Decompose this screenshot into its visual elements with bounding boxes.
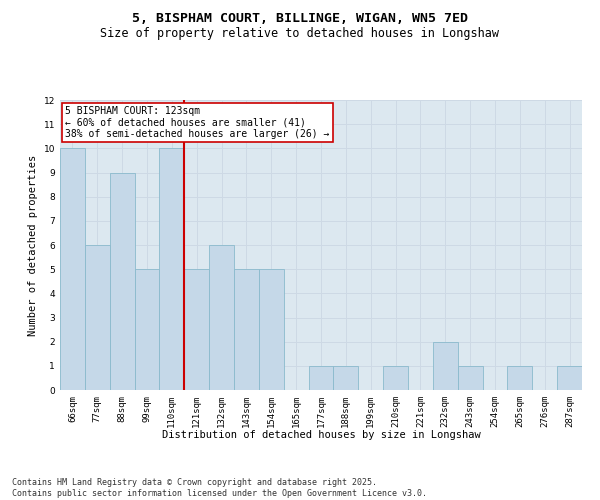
Bar (458, 366, 482, 390)
Bar (433, 342, 458, 390)
Text: 5 BISPHAM COURT: 123sqm
← 60% of detached houses are smaller (41)
38% of semi-de: 5 BISPHAM COURT: 123sqm ← 60% of detache… (65, 106, 329, 139)
X-axis label: Distribution of detached houses by size in Longshaw: Distribution of detached houses by size … (161, 430, 481, 440)
Y-axis label: Number of detached properties: Number of detached properties (28, 154, 38, 336)
Bar (85, 245, 110, 390)
Bar (308, 366, 334, 390)
Bar (334, 366, 358, 390)
Bar (160, 148, 184, 390)
Bar (259, 269, 284, 390)
Text: 5, BISPHAM COURT, BILLINGE, WIGAN, WN5 7ED: 5, BISPHAM COURT, BILLINGE, WIGAN, WN5 7… (132, 12, 468, 26)
Bar (60, 148, 85, 390)
Bar (110, 172, 134, 390)
Bar (557, 366, 582, 390)
Bar (508, 366, 532, 390)
Bar (209, 245, 234, 390)
Bar (184, 269, 209, 390)
Bar (134, 269, 160, 390)
Text: Size of property relative to detached houses in Longshaw: Size of property relative to detached ho… (101, 28, 499, 40)
Bar (234, 269, 259, 390)
Text: Contains HM Land Registry data © Crown copyright and database right 2025.
Contai: Contains HM Land Registry data © Crown c… (12, 478, 427, 498)
Bar (383, 366, 408, 390)
